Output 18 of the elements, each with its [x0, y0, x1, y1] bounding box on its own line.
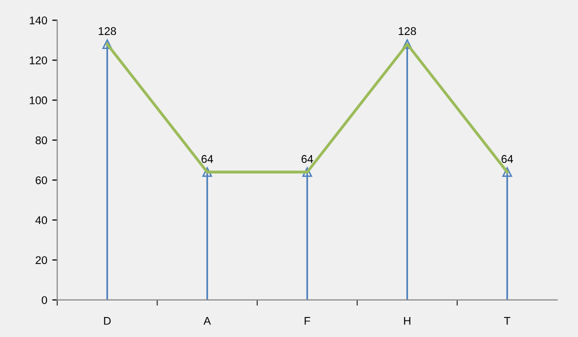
y-tick-label: 100	[30, 96, 48, 104]
data-label: 128	[98, 27, 116, 36]
data-label: 64	[202, 155, 214, 163]
y-tick-label: 0	[42, 296, 48, 304]
x-tick-label: F	[304, 317, 310, 325]
x-tick-label: A	[204, 317, 211, 325]
y-tick-label: 20	[36, 256, 48, 264]
y-tick-label: 40	[35, 216, 48, 224]
data-label: 64	[502, 155, 514, 163]
x-tick-label: D	[104, 317, 111, 325]
x-tick-label: H	[404, 317, 410, 325]
data-label: 64	[302, 155, 314, 163]
x-tick-label: T	[504, 317, 510, 325]
y-tick-label: 120	[30, 56, 48, 64]
y-tick-label: 80	[36, 136, 48, 144]
y-tick-label: 60	[36, 176, 48, 184]
data-label: 128	[398, 27, 416, 36]
y-tick-label: 140	[30, 16, 48, 24]
